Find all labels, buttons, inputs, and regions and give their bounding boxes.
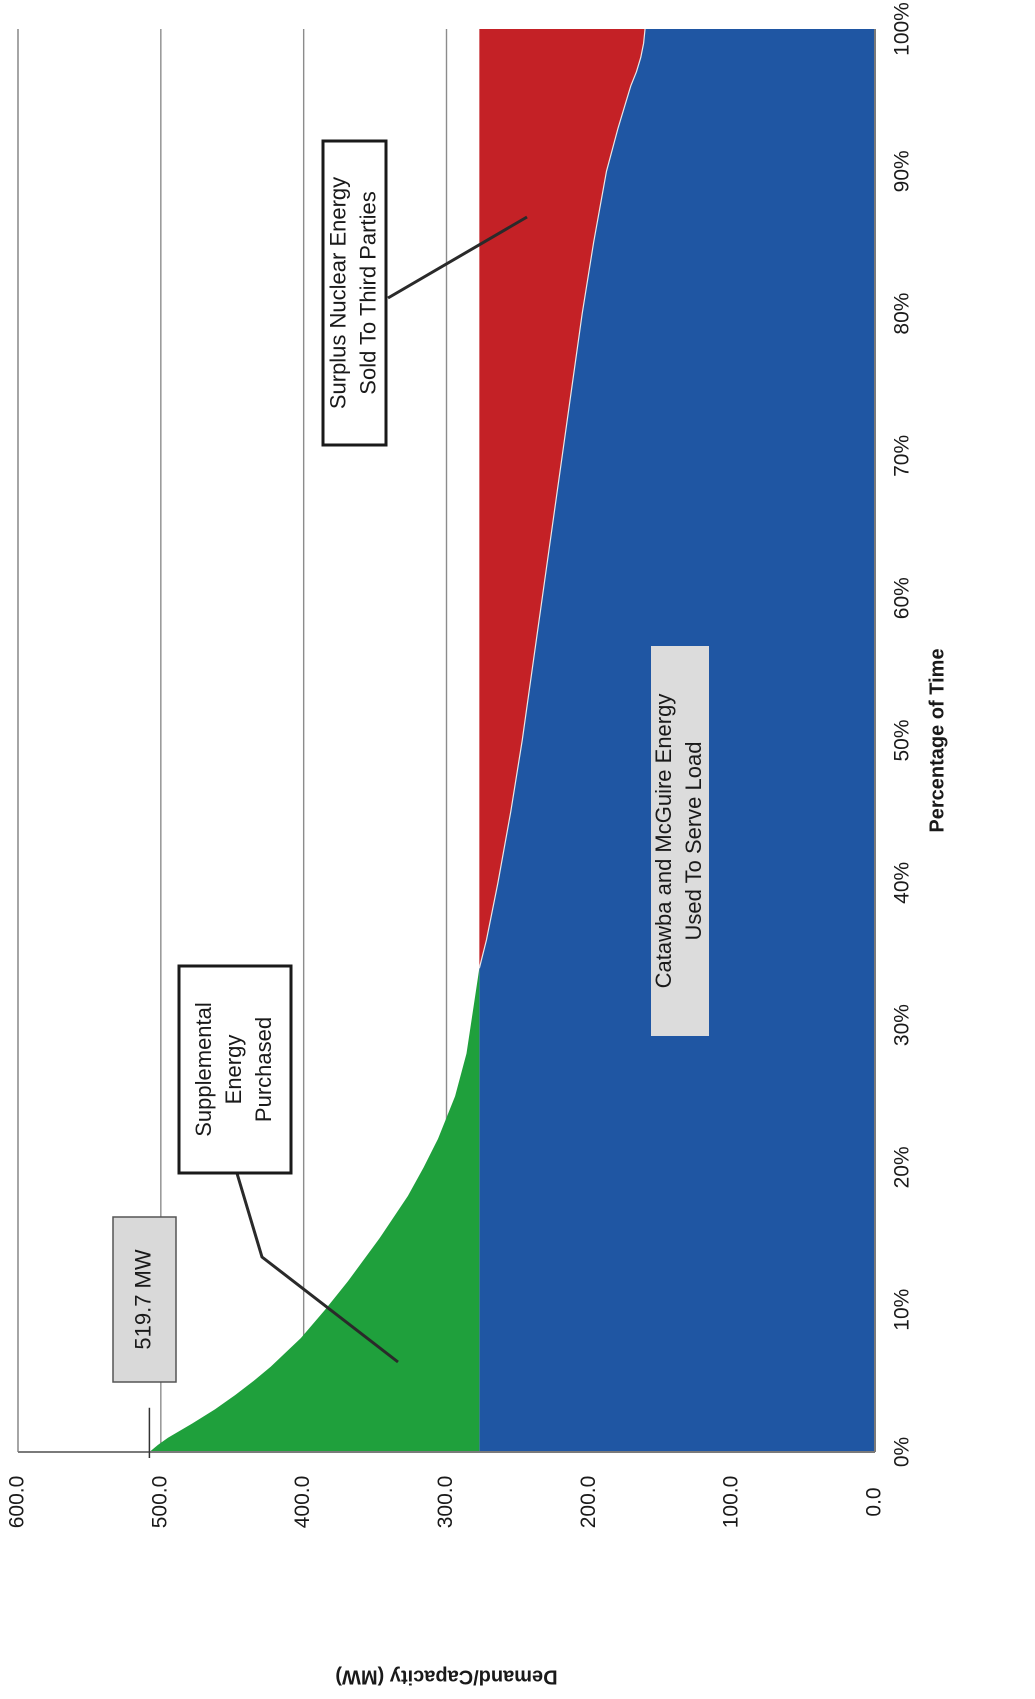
x-tick-label: 40% [891,862,914,904]
served-callout-box [651,646,709,1036]
x-tick-label: 0% [891,1437,914,1467]
surplus-callout: Surplus Nuclear Energy Sold To Third Part… [321,139,528,447]
y-axis-title: Demand/Capacity (MW) [335,1666,557,1688]
x-tick-label: 30% [891,1004,914,1046]
surplus-callout-line: Sold To Third Parties [355,191,380,394]
y-tick-label: 100.0 [720,1476,743,1529]
x-tick-label: 20% [891,1146,914,1188]
peak-callout-box [112,1216,177,1383]
surplus-callout-line: Surplus Nuclear Energy [325,177,350,409]
peak-callout-line: 519.7 MW [130,1249,155,1349]
x-tick-label: 80% [891,293,914,335]
x-tick-label: 60% [891,577,914,619]
load-curve-edge [478,28,646,969]
peak-callout-label: 519.7 MW [130,1249,155,1349]
x-tick-label: 100% [891,2,914,56]
y-tick-label: 600.0 [6,1476,29,1529]
supplemental-callout: Supplemental Energy Purchased [177,964,399,1364]
x-tick-label: 70% [891,435,914,477]
peak-callout: 519.7 MW [112,1216,177,1383]
served-callout-line: Catawba and McGuire Energy [651,694,676,989]
y-tick-labels: 0.0 100.0 200.0 300.0 400.0 500.0 600.0 [6,1476,886,1529]
supplemental-callout-box [177,964,293,1175]
x-tick-label: 50% [891,719,914,761]
y-tick-label: 400.0 [291,1476,314,1529]
annotations: 519.7 MW Supplemental Energy Purchased Surpl… [112,139,709,1458]
axes [17,29,876,1453]
axis-titles: Percentage of Time Demand/Capacity (MW) [335,648,948,1687]
x-tick-label: 10% [891,1289,914,1331]
supplemental-callout-line: Supplemental [191,1002,216,1137]
y-tick-label: 500.0 [148,1476,171,1529]
served-callout-line: Used To Serve Load [681,742,706,941]
surplus-callout-leader [387,215,528,300]
area-series [149,28,875,1452]
served-callout: Catawba and McGuire Energy Used To Serve … [651,646,709,1036]
surplus-callout-label: Surplus Nuclear Energy Sold To Third Part… [325,177,380,409]
y-tick-label: 300.0 [434,1476,457,1529]
supplemental-callout-line: Purchased [251,1017,276,1122]
served-callout-label: Catawba and McGuire Energy Used To Serve … [651,694,706,989]
x-axis-title: Percentage of Time [926,648,948,832]
y-tick-label: 200.0 [577,1476,600,1529]
x-tick-labels: 0% 10% 20% 30% 40% 50% 60% 70% 80% 90% 100% [891,2,914,1467]
surplus-callout-box [321,139,388,447]
series-supplemental-area [149,968,480,1452]
supplemental-callout-line: Energy [221,1035,246,1105]
supplemental-callout-leader [234,1169,399,1364]
y-tick-label: 0.0 [863,1487,886,1516]
x-tick-label: 90% [891,150,914,192]
supplemental-callout-label: Supplemental Energy Purchased [191,1002,276,1137]
series-surplus-area [479,29,646,969]
